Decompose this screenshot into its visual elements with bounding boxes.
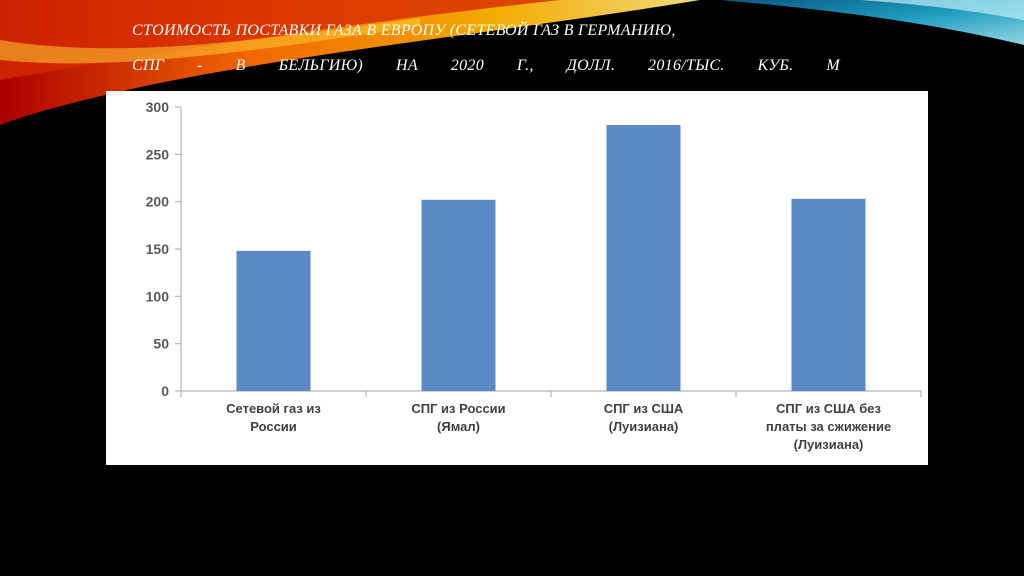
x-category-label: России bbox=[250, 419, 297, 434]
bar-2 bbox=[421, 199, 496, 391]
y-tick-label: 300 bbox=[146, 99, 170, 115]
slide-title-line-2: СПГ - В БЕЛЬГИЮ) НА 2020 Г., ДОЛЛ. 2016/… bbox=[132, 57, 840, 74]
bar-3 bbox=[606, 124, 681, 391]
x-category-label: СПГ из России bbox=[411, 401, 505, 416]
x-category-label: СПГ из США без bbox=[776, 401, 881, 416]
bar-1 bbox=[236, 250, 311, 391]
x-category-label: СПГ из США bbox=[604, 401, 684, 416]
x-category-label: платы за сжижение bbox=[766, 419, 891, 434]
x-category-label: Сетевой газ из bbox=[226, 401, 321, 416]
x-category-label: (Луизиана) bbox=[794, 437, 864, 452]
bar-chart: 0 50 100 150 200 250 300 Сетевой газ из России СП… bbox=[146, 99, 922, 452]
slide-title-line-1: СТОИМОСТЬ ПОСТАВКИ ГАЗА В ЕВРОПУ (СЕТЕВО… bbox=[132, 22, 676, 39]
y-tick-label: 150 bbox=[146, 241, 170, 257]
y-tick-label: 250 bbox=[146, 146, 170, 162]
chart-panel: 0 50 100 150 200 250 300 Сетевой газ из России СП… bbox=[106, 91, 928, 465]
x-category-label: (Ямал) bbox=[437, 419, 480, 434]
x-category-label: (Луизиана) bbox=[609, 419, 679, 434]
y-tick-label: 200 bbox=[146, 194, 170, 210]
y-tick-label: 0 bbox=[161, 383, 169, 399]
y-tick-label: 50 bbox=[153, 336, 169, 352]
y-tick-label: 100 bbox=[146, 288, 170, 304]
bar-4 bbox=[791, 198, 866, 391]
